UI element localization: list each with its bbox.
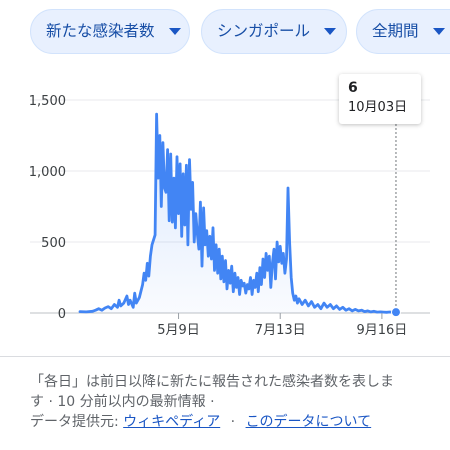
x-tick-label: 5月9日: [157, 323, 200, 338]
metric-filter-chip[interactable]: 新たな感染者数: [30, 9, 190, 54]
about-data-link[interactable]: このデータについて: [245, 414, 372, 430]
y-tick-label: 0: [58, 307, 66, 322]
separator-dot: ·: [230, 414, 236, 430]
dropdown-caret-icon: [432, 28, 445, 35]
y-tick-label: 1,000: [29, 165, 66, 180]
divider: [0, 356, 450, 357]
region-filter-label: シンガポール: [217, 22, 311, 40]
tooltip-value: 6: [348, 80, 358, 96]
footer-description-line2: す · 10 分前以内の最新情報 ·: [30, 394, 215, 410]
hover-point-marker: [390, 307, 401, 318]
period-filter-chip[interactable]: 全期間: [356, 9, 450, 54]
y-tick-label: 500: [41, 236, 66, 251]
series-line: [78, 112, 398, 314]
data-source-row: データ提供元: ウィキペディア · このデータについて: [30, 412, 442, 432]
metric-filter-label: 新たな感染者数: [46, 22, 155, 40]
x-tick-label: 9月16日: [356, 323, 407, 338]
y-tick-label: 1,500: [29, 94, 66, 109]
chart-footer: 「各日」は前日以降に新たに報告された感染者数を表しま す · 10 分前以内の最…: [30, 372, 442, 432]
filter-chip-bar: 新たな感染者数 シンガポール 全期間: [30, 9, 450, 55]
dropdown-caret-icon: [324, 28, 337, 35]
tooltip-date: 10月03日: [348, 100, 408, 115]
wikipedia-link[interactable]: ウィキペディア: [123, 414, 221, 430]
period-filter-label: 全期間: [372, 22, 419, 40]
chart-tooltip: 6 10月03日: [339, 74, 421, 124]
dropdown-caret-icon: [168, 28, 181, 35]
region-filter-chip[interactable]: シンガポール: [201, 9, 347, 54]
footer-description-line1: 「各日」は前日以降に新たに報告された感染者数を表しま: [30, 374, 394, 390]
data-source-label: データ提供元:: [30, 414, 119, 430]
cases-line-chart[interactable]: 5月9日 7月13日 9月16日 0 500 1,000 1,500: [0, 60, 450, 360]
x-tick-label: 7月13日: [255, 323, 306, 338]
